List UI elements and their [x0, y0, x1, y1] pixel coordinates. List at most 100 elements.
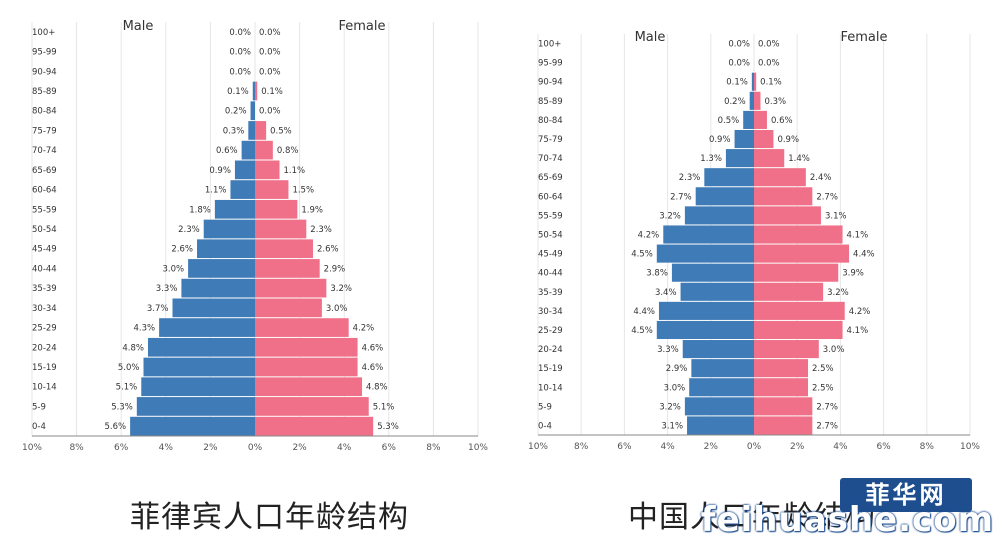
x-tick-label: 8% [426, 443, 441, 453]
female-value-label: 2.7% [816, 192, 838, 202]
age-group-label: 10-14 [538, 383, 563, 393]
female-value-label: 2.7% [816, 421, 838, 431]
male-bar [172, 298, 255, 318]
male-bar [704, 168, 754, 187]
x-tick-label: 10% [528, 442, 548, 452]
age-group-label: 80-84 [32, 107, 57, 117]
male-bar [743, 110, 754, 129]
female-value-label: 1.4% [788, 154, 810, 164]
male-value-label: 0.2% [724, 97, 746, 107]
x-tick-label: 4% [337, 443, 352, 453]
male-bar [250, 101, 255, 121]
age-group-label: 40-44 [538, 269, 563, 279]
male-value-label: 3.0% [664, 383, 686, 393]
male-bar [663, 225, 754, 244]
female-value-label: 0.0% [259, 28, 281, 38]
female-value-label: 2.5% [812, 383, 834, 393]
male-value-label: 1.8% [189, 205, 211, 215]
x-tick-label: 10% [960, 442, 980, 452]
female-bar [754, 263, 839, 282]
age-group-label: 65-69 [32, 166, 57, 176]
age-group-label: 35-39 [32, 284, 57, 294]
age-group-label: 40-44 [32, 264, 57, 274]
age-group-label: 85-89 [538, 97, 563, 107]
female-value-label: 1.1% [284, 166, 306, 176]
age-group-label: 35-39 [538, 288, 563, 298]
male-bar [680, 282, 754, 301]
male-bar [214, 199, 255, 219]
female-bar [754, 416, 813, 435]
philippines-chart-title: 菲律宾人口年龄结构 [130, 500, 409, 535]
female-value-label: 0.6% [771, 116, 793, 126]
male-bar [656, 320, 754, 340]
male-bar [684, 397, 754, 416]
male-value-label: 3.3% [156, 284, 178, 294]
x-tick-label: 2% [790, 442, 805, 452]
female-value-label: 3.2% [827, 288, 849, 298]
female-value-label: 4.1% [847, 326, 869, 336]
female-value-label: 0.1% [760, 78, 782, 88]
age-group-label: 85-89 [32, 87, 57, 97]
female-bar [255, 416, 374, 436]
male-value-label: 0.6% [216, 146, 238, 156]
male-value-label: 4.5% [631, 326, 653, 336]
age-group-label: 50-54 [32, 225, 57, 235]
female-value-label: 3.0% [823, 345, 845, 355]
female-bar [754, 168, 806, 187]
male-bar [691, 359, 754, 378]
female-value-label: 0.8% [277, 146, 299, 156]
male-value-label: 0.1% [726, 78, 748, 88]
female-bar [754, 244, 850, 263]
male-value-label: 3.2% [659, 402, 681, 412]
male-bar [230, 180, 255, 199]
female-header: Female [338, 19, 385, 34]
female-header: Female [840, 30, 887, 45]
female-value-label: 5.3% [377, 422, 399, 432]
male-bar [203, 219, 255, 239]
female-value-label: 4.2% [849, 307, 871, 317]
age-group-label: 90-94 [538, 78, 563, 88]
male-value-label: 0.0% [229, 67, 251, 77]
female-bar [754, 91, 761, 110]
female-value-label: 0.0% [259, 107, 281, 117]
male-value-label: 0.9% [709, 135, 731, 145]
male-bar [143, 357, 255, 377]
age-group-label: 80-84 [538, 116, 563, 126]
female-bar [754, 149, 785, 168]
age-group-label: 0-4 [32, 422, 46, 432]
age-group-label: 10-14 [32, 383, 57, 393]
male-value-label: 3.7% [147, 304, 169, 314]
male-value-label: 0.5% [718, 116, 740, 126]
female-value-label: 0.0% [758, 59, 780, 69]
female-bar [255, 219, 307, 239]
x-tick-label: 2% [292, 443, 307, 453]
male-bar [241, 140, 255, 160]
age-group-label: 100+ [32, 28, 55, 38]
male-value-label: 4.3% [134, 324, 156, 334]
female-bar [754, 206, 821, 225]
x-tick-label: 8% [574, 442, 589, 452]
male-value-label: 2.6% [171, 245, 193, 255]
female-value-label: 0.9% [777, 135, 799, 145]
age-group-label: 55-59 [538, 211, 563, 221]
female-value-label: 4.6% [362, 363, 384, 373]
age-group-label: 55-59 [32, 205, 57, 215]
male-bar [181, 278, 255, 298]
female-bar [255, 239, 313, 259]
male-bar [248, 121, 255, 140]
male-value-label: 5.1% [116, 383, 138, 393]
age-group-label: 60-64 [538, 192, 563, 202]
female-bar [255, 278, 327, 298]
age-group-label: 65-69 [538, 173, 563, 183]
male-bar [159, 318, 255, 337]
x-tick-label: 4% [833, 442, 848, 452]
male-value-label: 3.2% [659, 211, 681, 221]
age-group-label: 20-24 [538, 345, 563, 355]
male-bar [751, 72, 754, 91]
female-value-label: 0.0% [259, 67, 281, 77]
female-bar [754, 340, 819, 359]
age-group-label: 0-4 [538, 421, 552, 431]
male-value-label: 5.6% [105, 422, 127, 432]
male-header: Male [123, 19, 154, 34]
age-group-label: 30-34 [32, 304, 57, 314]
